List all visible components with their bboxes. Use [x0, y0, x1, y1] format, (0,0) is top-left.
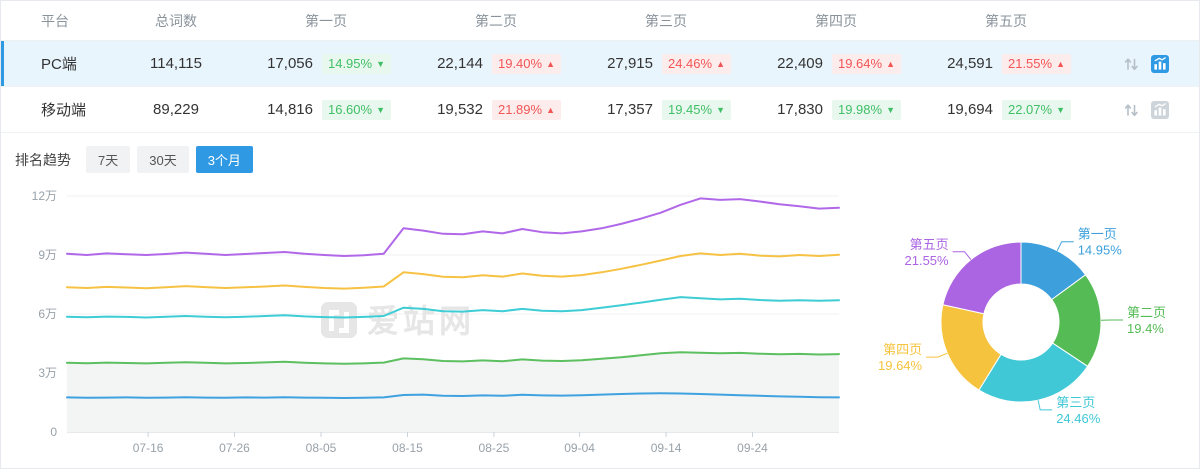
svg-text:08-25: 08-25: [479, 441, 510, 455]
page-count: 17,830: [777, 101, 823, 118]
arrow-up-icon: ▲: [546, 58, 555, 69]
change-badge: 19.40% ▲: [491, 53, 561, 74]
page-count: 24,591: [947, 55, 993, 72]
svg-text:第二页: 第二页: [1127, 305, 1166, 320]
change-badge: 21.89% ▲: [491, 99, 561, 120]
table-header-row: 平台 总词数 第一页 第二页 第三页 第四页 第五页: [1, 1, 1199, 41]
change-badge: 19.64% ▲: [831, 53, 901, 74]
svg-text:08-05: 08-05: [306, 441, 337, 455]
page-count: 17,357: [607, 101, 653, 118]
arrow-up-icon: ▲: [886, 58, 895, 69]
page-count: 14,816: [267, 101, 313, 118]
arrow-down-icon: ▼: [886, 104, 895, 115]
sort-icon[interactable]: [1122, 101, 1140, 119]
svg-text:第五页: 第五页: [910, 237, 949, 252]
platform-label: 移动端: [41, 102, 87, 119]
bar-chart-icon[interactable]: [1150, 100, 1170, 120]
svg-text:6万: 6万: [38, 307, 57, 321]
svg-text:07-26: 07-26: [219, 441, 250, 455]
arrow-down-icon: ▼: [376, 104, 385, 115]
svg-text:19.64%: 19.64%: [878, 358, 923, 373]
tab-3months[interactable]: 3个月: [195, 146, 253, 173]
tab-30days[interactable]: 30天: [137, 146, 189, 173]
table-row-mobile[interactable]: 移动端 89,229 14,816 16.60% ▼ 19,532 21.89% ▲…: [1, 87, 1199, 133]
sort-icon[interactable]: [1122, 55, 1140, 73]
page3-cell: 17,357 19.45% ▼: [581, 99, 751, 120]
bar-chart-icon[interactable]: [1150, 54, 1170, 74]
charts-area: 0 3万 6万 9万 12万 07-16 07-26 08-05 08-15 08-25 09-04…: [1, 180, 1199, 468]
col-header-page1: 第一页: [305, 12, 347, 29]
trend-toolbar: 排名趋势 7天 30天 3个月: [1, 133, 1199, 180]
svg-text:9万: 9万: [38, 248, 57, 262]
page2-cell: 19,532 21.89% ▲: [411, 99, 581, 120]
page3-cell: 27,915 24.46% ▲: [581, 53, 751, 74]
col-header-page5: 第五页: [985, 12, 1027, 29]
row-actions: [1091, 100, 1199, 120]
row-actions: [1091, 54, 1199, 74]
page2-cell: 22,144 19.40% ▲: [411, 53, 581, 74]
arrow-down-icon: ▼: [716, 104, 725, 115]
page-count: 27,915: [607, 55, 653, 72]
svg-text:21.55%: 21.55%: [905, 253, 950, 268]
change-badge: 24.46% ▲: [661, 53, 731, 74]
page4-cell: 22,409 19.64% ▲: [751, 53, 921, 74]
svg-text:14.95%: 14.95%: [1078, 243, 1123, 258]
arrow-up-icon: ▲: [1056, 58, 1065, 69]
svg-text:0: 0: [50, 425, 57, 439]
svg-text:第四页: 第四页: [883, 342, 922, 357]
change-badge: 19.45% ▼: [661, 99, 731, 120]
change-badge: 19.98% ▼: [831, 99, 901, 120]
svg-text:09-24: 09-24: [737, 441, 768, 455]
page-count: 22,144: [437, 55, 483, 72]
page5-cell: 24,591 21.55% ▲: [921, 53, 1091, 74]
total-count: 89,229: [153, 101, 199, 118]
change-badge: 21.55% ▲: [1001, 53, 1071, 74]
arrow-down-icon: ▼: [376, 58, 385, 69]
trend-section: 排名趋势 7天 30天 3个月 0 3万 6万 9万 12万 07-16 07-26 08-0…: [1, 133, 1199, 468]
table-row-pc[interactable]: PC端 114,115 17,056 14.95% ▼ 22,144 19.40%…: [1, 41, 1199, 87]
svg-text:3万: 3万: [38, 366, 57, 380]
arrow-up-icon: ▲: [716, 58, 725, 69]
col-header-total: 总词数: [155, 12, 197, 29]
page-count: 19,532: [437, 101, 483, 118]
platform-label: PC端: [41, 56, 77, 73]
page1-cell: 17,056 14.95% ▼: [241, 53, 411, 74]
change-badge: 22.07% ▼: [1001, 99, 1071, 120]
page4-cell: 17,830 19.98% ▼: [751, 99, 921, 120]
svg-text:09-14: 09-14: [651, 441, 682, 455]
arrow-down-icon: ▼: [1056, 104, 1065, 115]
svg-text:12万: 12万: [32, 189, 57, 203]
arrow-up-icon: ▲: [546, 104, 555, 115]
col-header-page4: 第四页: [815, 12, 857, 29]
page5-cell: 19,694 22.07% ▼: [921, 99, 1091, 120]
col-header-page3: 第三页: [645, 12, 687, 29]
rank-table: 平台 总词数 第一页 第二页 第三页 第四页 第五页 PC端 114,115 1…: [1, 1, 1199, 133]
svg-text:24.46%: 24.46%: [1056, 411, 1101, 426]
page-count: 22,409: [777, 55, 823, 72]
col-header-platform: 平台: [41, 12, 69, 29]
change-badge: 14.95% ▼: [321, 53, 391, 74]
trend-line-chart: 0 3万 6万 9万 12万 07-16 07-26 08-05 08-15 08-25 09-04…: [32, 189, 840, 455]
svg-text:07-16: 07-16: [133, 441, 164, 455]
svg-text:08-15: 08-15: [392, 441, 423, 455]
tab-7days[interactable]: 7天: [86, 146, 131, 173]
svg-text:第三页: 第三页: [1056, 395, 1095, 410]
page-count: 19,694: [947, 101, 993, 118]
watermark: 爱站网: [321, 302, 471, 339]
page-count: 17,056: [267, 55, 313, 72]
col-header-page2: 第二页: [475, 12, 517, 29]
trend-title: 排名趋势: [15, 151, 71, 168]
page1-cell: 14,816 16.60% ▼: [241, 99, 411, 120]
svg-text:第一页: 第一页: [1078, 227, 1117, 242]
total-count: 114,115: [150, 55, 202, 72]
svg-text:09-04: 09-04: [564, 441, 595, 455]
change-badge: 16.60% ▼: [321, 99, 391, 120]
svg-text:19.4%: 19.4%: [1127, 321, 1164, 336]
